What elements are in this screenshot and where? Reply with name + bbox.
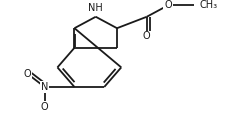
- Text: O: O: [41, 102, 48, 112]
- Text: CH₃: CH₃: [200, 0, 218, 10]
- Text: O: O: [164, 0, 172, 10]
- Text: N: N: [41, 82, 48, 92]
- Text: NH: NH: [88, 3, 103, 13]
- Text: O: O: [143, 31, 151, 41]
- Text: O: O: [24, 69, 31, 79]
